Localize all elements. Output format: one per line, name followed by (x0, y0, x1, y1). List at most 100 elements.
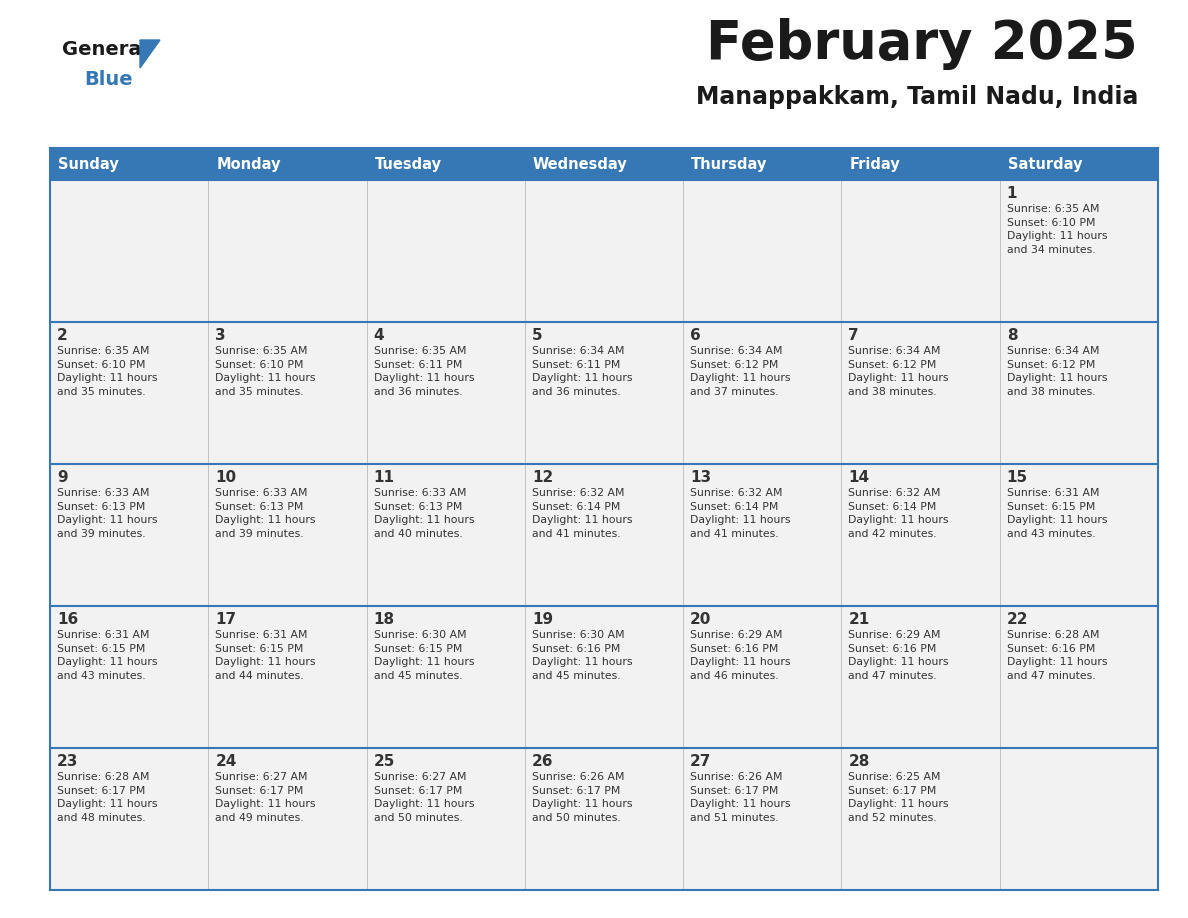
Text: 23: 23 (57, 754, 78, 769)
Text: Sunrise: 6:34 AM
Sunset: 6:12 PM
Daylight: 11 hours
and 38 minutes.: Sunrise: 6:34 AM Sunset: 6:12 PM Dayligh… (848, 346, 949, 397)
Text: Sunrise: 6:31 AM
Sunset: 6:15 PM
Daylight: 11 hours
and 43 minutes.: Sunrise: 6:31 AM Sunset: 6:15 PM Dayligh… (57, 630, 158, 681)
Bar (683, 148, 841, 180)
Text: 7: 7 (848, 328, 859, 343)
Text: Sunrise: 6:28 AM
Sunset: 6:16 PM
Daylight: 11 hours
and 47 minutes.: Sunrise: 6:28 AM Sunset: 6:16 PM Dayligh… (1006, 630, 1107, 681)
Text: Sunrise: 6:34 AM
Sunset: 6:11 PM
Daylight: 11 hours
and 36 minutes.: Sunrise: 6:34 AM Sunset: 6:11 PM Dayligh… (532, 346, 632, 397)
Text: Sunrise: 6:33 AM
Sunset: 6:13 PM
Daylight: 11 hours
and 40 minutes.: Sunrise: 6:33 AM Sunset: 6:13 PM Dayligh… (373, 488, 474, 539)
Text: Friday: Friday (849, 156, 901, 172)
Text: 19: 19 (532, 612, 552, 627)
Bar (525, 606, 683, 748)
Bar (683, 180, 841, 322)
Text: 25: 25 (373, 754, 394, 769)
Text: Manappakkam, Tamil Nadu, India: Manappakkam, Tamil Nadu, India (696, 85, 1138, 109)
Text: Sunrise: 6:34 AM
Sunset: 6:12 PM
Daylight: 11 hours
and 38 minutes.: Sunrise: 6:34 AM Sunset: 6:12 PM Dayligh… (1006, 346, 1107, 397)
Text: 9: 9 (57, 470, 68, 485)
Bar (1000, 606, 1158, 748)
Text: Monday: Monday (216, 156, 280, 172)
Text: 14: 14 (848, 470, 870, 485)
Bar (1000, 148, 1158, 180)
Bar (683, 322, 841, 464)
Text: Thursday: Thursday (691, 156, 767, 172)
Text: 3: 3 (215, 328, 226, 343)
Text: Sunrise: 6:32 AM
Sunset: 6:14 PM
Daylight: 11 hours
and 41 minutes.: Sunrise: 6:32 AM Sunset: 6:14 PM Dayligh… (532, 488, 632, 539)
Bar (525, 322, 683, 464)
Text: 26: 26 (532, 754, 554, 769)
Bar (50, 322, 208, 464)
Text: 22: 22 (1006, 612, 1029, 627)
Text: Sunrise: 6:31 AM
Sunset: 6:15 PM
Daylight: 11 hours
and 44 minutes.: Sunrise: 6:31 AM Sunset: 6:15 PM Dayligh… (215, 630, 316, 681)
Text: 21: 21 (848, 612, 870, 627)
Text: Sunrise: 6:33 AM
Sunset: 6:13 PM
Daylight: 11 hours
and 39 minutes.: Sunrise: 6:33 AM Sunset: 6:13 PM Dayligh… (215, 488, 316, 539)
Text: 16: 16 (57, 612, 78, 627)
Bar (367, 464, 525, 606)
Text: Blue: Blue (84, 70, 133, 89)
Bar (208, 322, 367, 464)
Text: 12: 12 (532, 470, 554, 485)
Text: 10: 10 (215, 470, 236, 485)
Text: Sunrise: 6:26 AM
Sunset: 6:17 PM
Daylight: 11 hours
and 50 minutes.: Sunrise: 6:26 AM Sunset: 6:17 PM Dayligh… (532, 772, 632, 823)
Bar (208, 464, 367, 606)
Text: 28: 28 (848, 754, 870, 769)
Bar (367, 606, 525, 748)
Bar (683, 748, 841, 890)
Text: Sunrise: 6:25 AM
Sunset: 6:17 PM
Daylight: 11 hours
and 52 minutes.: Sunrise: 6:25 AM Sunset: 6:17 PM Dayligh… (848, 772, 949, 823)
Text: Sunday: Sunday (58, 156, 119, 172)
Bar (50, 180, 208, 322)
Text: Sunrise: 6:33 AM
Sunset: 6:13 PM
Daylight: 11 hours
and 39 minutes.: Sunrise: 6:33 AM Sunset: 6:13 PM Dayligh… (57, 488, 158, 539)
Bar (208, 606, 367, 748)
Bar (367, 148, 525, 180)
Bar (683, 464, 841, 606)
Text: 5: 5 (532, 328, 543, 343)
Bar (841, 180, 1000, 322)
Text: 20: 20 (690, 612, 712, 627)
Bar (1000, 322, 1158, 464)
Bar (208, 148, 367, 180)
Text: 8: 8 (1006, 328, 1017, 343)
Text: 4: 4 (373, 328, 384, 343)
Bar (841, 464, 1000, 606)
Text: Sunrise: 6:35 AM
Sunset: 6:11 PM
Daylight: 11 hours
and 36 minutes.: Sunrise: 6:35 AM Sunset: 6:11 PM Dayligh… (373, 346, 474, 397)
Bar (208, 180, 367, 322)
Text: February 2025: February 2025 (707, 18, 1138, 70)
Text: Saturday: Saturday (1007, 156, 1082, 172)
Bar (1000, 464, 1158, 606)
Bar (525, 148, 683, 180)
Text: Sunrise: 6:34 AM
Sunset: 6:12 PM
Daylight: 11 hours
and 37 minutes.: Sunrise: 6:34 AM Sunset: 6:12 PM Dayligh… (690, 346, 791, 397)
Bar (841, 148, 1000, 180)
Text: Sunrise: 6:29 AM
Sunset: 6:16 PM
Daylight: 11 hours
and 46 minutes.: Sunrise: 6:29 AM Sunset: 6:16 PM Dayligh… (690, 630, 791, 681)
Bar (1000, 180, 1158, 322)
Text: 17: 17 (215, 612, 236, 627)
Text: 2: 2 (57, 328, 68, 343)
Bar (683, 606, 841, 748)
Bar (208, 748, 367, 890)
Bar (50, 606, 208, 748)
Bar (367, 748, 525, 890)
Bar (525, 748, 683, 890)
Bar (841, 606, 1000, 748)
Text: Sunrise: 6:30 AM
Sunset: 6:15 PM
Daylight: 11 hours
and 45 minutes.: Sunrise: 6:30 AM Sunset: 6:15 PM Dayligh… (373, 630, 474, 681)
Bar (50, 148, 208, 180)
Polygon shape (140, 40, 160, 68)
Text: Sunrise: 6:27 AM
Sunset: 6:17 PM
Daylight: 11 hours
and 49 minutes.: Sunrise: 6:27 AM Sunset: 6:17 PM Dayligh… (215, 772, 316, 823)
Text: Sunrise: 6:30 AM
Sunset: 6:16 PM
Daylight: 11 hours
and 45 minutes.: Sunrise: 6:30 AM Sunset: 6:16 PM Dayligh… (532, 630, 632, 681)
Text: 6: 6 (690, 328, 701, 343)
Bar (525, 464, 683, 606)
Text: Sunrise: 6:31 AM
Sunset: 6:15 PM
Daylight: 11 hours
and 43 minutes.: Sunrise: 6:31 AM Sunset: 6:15 PM Dayligh… (1006, 488, 1107, 539)
Text: 13: 13 (690, 470, 712, 485)
Bar (50, 464, 208, 606)
Text: 15: 15 (1006, 470, 1028, 485)
Text: Sunrise: 6:32 AM
Sunset: 6:14 PM
Daylight: 11 hours
and 42 minutes.: Sunrise: 6:32 AM Sunset: 6:14 PM Dayligh… (848, 488, 949, 539)
Bar (50, 748, 208, 890)
Bar (525, 180, 683, 322)
Text: Wednesday: Wednesday (533, 156, 627, 172)
Bar (1000, 748, 1158, 890)
Text: 27: 27 (690, 754, 712, 769)
Bar (367, 322, 525, 464)
Text: General: General (62, 40, 148, 59)
Bar (841, 322, 1000, 464)
Text: Sunrise: 6:27 AM
Sunset: 6:17 PM
Daylight: 11 hours
and 50 minutes.: Sunrise: 6:27 AM Sunset: 6:17 PM Dayligh… (373, 772, 474, 823)
Text: 11: 11 (373, 470, 394, 485)
Text: Sunrise: 6:35 AM
Sunset: 6:10 PM
Daylight: 11 hours
and 34 minutes.: Sunrise: 6:35 AM Sunset: 6:10 PM Dayligh… (1006, 204, 1107, 255)
Text: Sunrise: 6:29 AM
Sunset: 6:16 PM
Daylight: 11 hours
and 47 minutes.: Sunrise: 6:29 AM Sunset: 6:16 PM Dayligh… (848, 630, 949, 681)
Text: 18: 18 (373, 612, 394, 627)
